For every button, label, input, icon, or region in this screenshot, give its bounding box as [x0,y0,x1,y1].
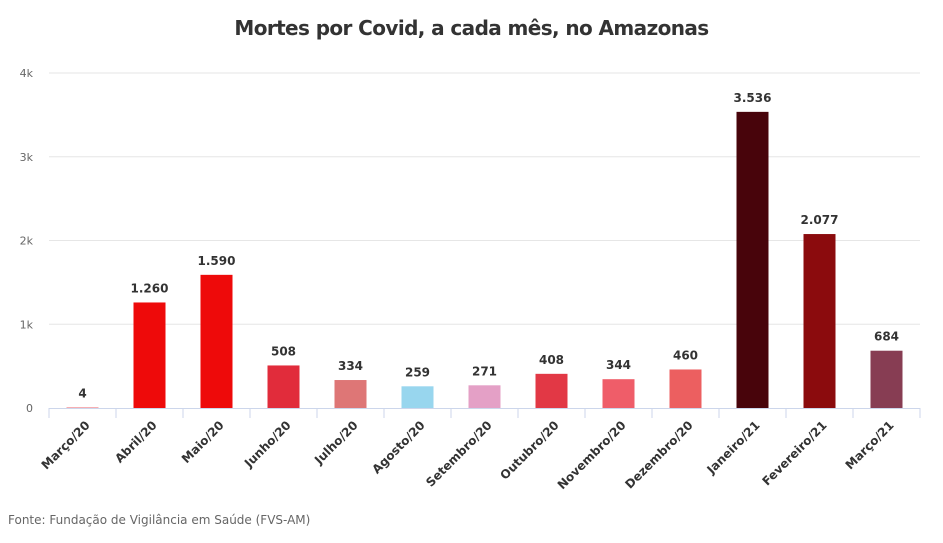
bar [736,111,769,409]
bar-chart: 0 1k 2k 3k 4k 4 1.260 1.590 508 334 259 271 408 344 46… [20,67,921,492]
bar [401,386,434,408]
data-label: 460 [673,348,698,362]
data-label: 508 [271,344,296,358]
x-tick-label: Outubro/20 [497,418,561,482]
data-label: 271 [472,364,497,378]
x-tick-label: Agosto/20 [369,418,427,476]
x-tick-label: Dezembro/20 [622,418,695,491]
bar [267,365,300,408]
bar [803,234,836,408]
data-label: 334 [338,359,363,373]
y-tick-label: 0 [26,402,33,415]
data-label: 3.536 [734,91,772,105]
bar [200,274,233,408]
x-tick-label: Janeiro/21 [704,418,763,477]
bar [669,369,702,408]
x-tick-label: Abril/20 [112,418,159,465]
x-tick-label: Março/21 [843,418,897,472]
bar [870,350,903,408]
x-tick-label: Maio/20 [179,418,227,466]
bar [334,380,367,408]
x-tick-label: Setembro/20 [423,418,494,489]
x-tick-label: Novembro/20 [555,418,629,492]
bar [133,302,166,408]
y-tick-label: 1k [20,318,34,331]
x-tick-label: Fevereiro/21 [759,418,829,488]
x-tick-label: Junho/20 [241,418,294,471]
data-label: 259 [405,365,430,379]
data-label: 2.077 [801,213,839,227]
x-tick-label: Março/20 [39,418,93,472]
bar [535,373,568,408]
y-tick-label: 3k [20,151,34,164]
y-tick-label: 2k [20,235,34,248]
data-label: 4 [78,387,86,401]
chart-title: Mortes por Covid, a cada mês, no Amazona… [234,16,709,40]
data-label: 684 [874,330,899,344]
data-label: 408 [539,353,564,367]
bar [602,379,635,408]
y-tick-label: 4k [20,67,34,80]
data-label: 344 [606,358,631,372]
x-tick-label: Julho/20 [311,418,360,467]
bar [468,385,501,408]
data-label: 1.260 [131,281,169,295]
data-label: 1.590 [198,254,236,268]
source-note: Fonte: Fundação de Vigilância em Saúde (… [8,513,311,527]
